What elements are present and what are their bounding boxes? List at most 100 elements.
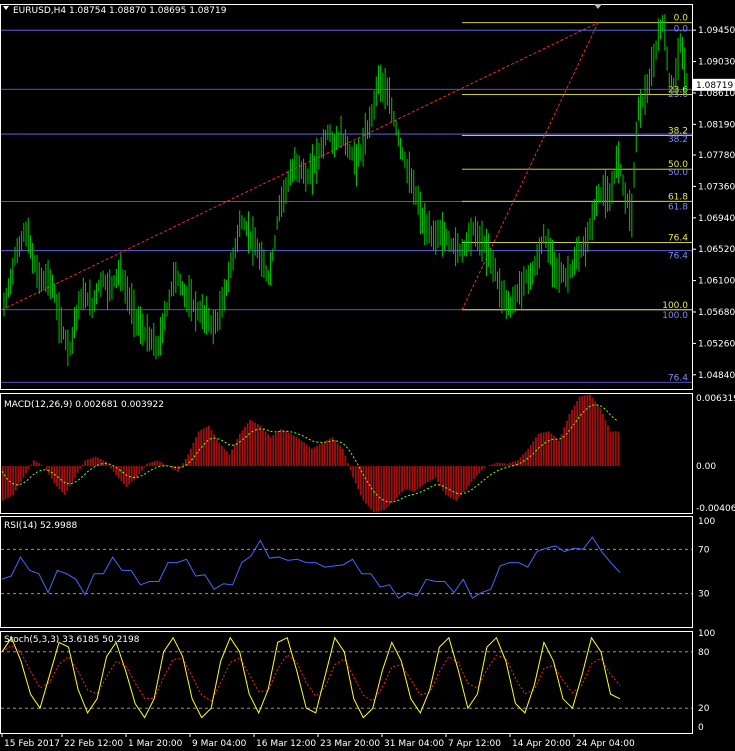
macd-histogram-bar	[27, 466, 30, 469]
macd-histogram-bar	[537, 433, 540, 467]
macd-histogram-bar	[313, 447, 316, 467]
macd-histogram-bar	[336, 442, 339, 467]
macd-histogram-bar	[359, 466, 362, 495]
macd-histogram-bar	[468, 466, 470, 486]
macd-histogram-bar	[519, 457, 522, 467]
macd-histogram-bar	[434, 466, 437, 478]
macd-histogram-bar	[344, 455, 347, 467]
macd-histogram-bar	[393, 466, 396, 501]
x-axis-tick-label: 31 Mar 04:00	[384, 739, 444, 749]
macd-histogram-bar	[401, 466, 403, 493]
macd-histogram-bar	[547, 431, 550, 467]
macd-histogram-bar	[223, 448, 226, 467]
macd-histogram-bar	[555, 438, 558, 467]
chevron-down-icon[interactable]	[3, 6, 9, 10]
macd-histogram-bar	[295, 437, 298, 467]
y-axis-tick-label: 1.07360	[698, 182, 735, 192]
macd-histogram-bar	[226, 451, 228, 467]
macd-histogram-bar	[450, 466, 452, 498]
macd-histogram-bar	[501, 463, 504, 467]
macd-histogram-bar	[197, 431, 200, 467]
macd-histogram-bar	[179, 466, 182, 468]
macd-histogram-bar	[354, 466, 357, 484]
macd-histogram-bar	[305, 444, 308, 467]
macd-histogram-bar	[35, 461, 38, 467]
macd-histogram-bar	[416, 466, 419, 490]
macd-histogram-bar	[89, 458, 92, 467]
trend-line	[1, 22, 599, 311]
macd-histogram-bar	[460, 466, 463, 495]
macd-histogram-bar	[496, 462, 499, 467]
macd-histogram-bar	[2, 466, 4, 501]
macd-histogram-bar	[599, 408, 602, 467]
macd-histogram-bar	[321, 442, 324, 467]
macd-histogram-bar	[506, 463, 509, 467]
macd-histogram-bar	[491, 464, 494, 467]
macd-histogram-bar	[215, 438, 218, 467]
macd-histogram-bar	[213, 434, 215, 467]
rsi-line	[1, 536, 621, 599]
macd-histogram-bar	[432, 466, 434, 480]
macd-histogram-bar	[563, 427, 566, 467]
y-axis-tick-label: 1.08610	[698, 89, 735, 99]
macd-histogram-bar	[498, 462, 501, 467]
macd-histogram-bar	[228, 454, 231, 467]
macd-y-tick-label: 0.00	[696, 462, 716, 472]
macd-histogram-bar	[17, 466, 20, 487]
macd-histogram-bar	[218, 442, 221, 467]
macd-histogram-bar	[483, 466, 486, 469]
y-axis-tick-label: 1.07780	[698, 151, 735, 161]
macd-histogram-bar	[347, 463, 349, 467]
rsi-y-tick-label: 100	[698, 517, 715, 527]
fibonacci-level-label: 61.8	[668, 192, 688, 202]
x-axis-tick-label: 14 Apr 20:00	[512, 739, 571, 749]
stoch-y-tick-label: 80	[698, 648, 710, 658]
macd-histogram-bar	[395, 466, 398, 498]
macd-histogram-bar	[509, 462, 512, 467]
macd-histogram-bar	[480, 466, 483, 471]
macd-histogram-bar	[414, 466, 416, 492]
macd-histogram-bar	[280, 429, 282, 467]
fibonacci-level-label: 76.4	[668, 252, 688, 262]
macd-histogram-bar	[576, 401, 579, 467]
macd-y-tick-label: 0.006319	[696, 394, 735, 404]
macd-histogram-bar	[97, 457, 100, 467]
macd-histogram-bar	[341, 448, 344, 467]
macd-histogram-bar	[517, 460, 519, 467]
macd-histogram-bar	[63, 466, 66, 495]
macd-histogram-bar	[4, 466, 7, 500]
macd-histogram-bar	[61, 466, 64, 493]
macd-histogram-bar	[156, 460, 159, 467]
macd-histogram-bar	[388, 466, 391, 506]
macd-histogram-bar	[68, 466, 71, 487]
macd-histogram-bar	[514, 461, 517, 467]
macd-histogram-bar	[184, 458, 187, 467]
x-axis-tick-label: 24 Apr 04:00	[576, 739, 635, 749]
macd-histogram-bar	[339, 445, 342, 467]
x-axis-tick-label: 7 Apr 12:00	[448, 739, 501, 749]
macd-histogram-bar	[311, 448, 313, 467]
macd-histogram-bar	[56, 466, 58, 487]
macd-histogram-bar	[25, 466, 27, 474]
fibonacci-level-label: 38.2	[668, 127, 688, 137]
macd-histogram-bar	[107, 464, 110, 467]
macd-histogram-bar	[589, 394, 591, 467]
macd-histogram-bar	[326, 440, 329, 467]
macd-histogram-bar	[419, 466, 421, 488]
macd-histogram-bar	[202, 428, 205, 467]
fibonacci-level-label: 100.0	[662, 311, 688, 321]
macd-histogram-bar	[30, 464, 33, 467]
macd-histogram-bar	[259, 425, 262, 467]
macd-histogram-bar	[323, 441, 326, 467]
current-price-box	[693, 78, 735, 91]
rsi-panel-frame	[0, 516, 693, 628]
macd-histogram-bar	[45, 466, 48, 471]
macd-histogram-bar	[578, 396, 581, 467]
macd-histogram-bar	[102, 460, 105, 467]
macd-histogram-bar	[424, 466, 427, 484]
macd-histogram-bar	[130, 466, 133, 483]
macd-histogram-bar	[153, 461, 156, 467]
stoch-panel-frame	[0, 631, 693, 734]
macd-histogram-bar	[110, 466, 112, 469]
